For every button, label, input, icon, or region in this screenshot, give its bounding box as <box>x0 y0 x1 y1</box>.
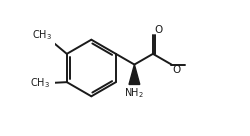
Text: O: O <box>172 65 180 75</box>
Text: NH$_2$: NH$_2$ <box>124 86 144 100</box>
Text: O: O <box>154 25 163 35</box>
Polygon shape <box>129 65 140 84</box>
Text: CH$_3$: CH$_3$ <box>32 28 52 42</box>
Text: CH$_3$: CH$_3$ <box>30 76 50 90</box>
